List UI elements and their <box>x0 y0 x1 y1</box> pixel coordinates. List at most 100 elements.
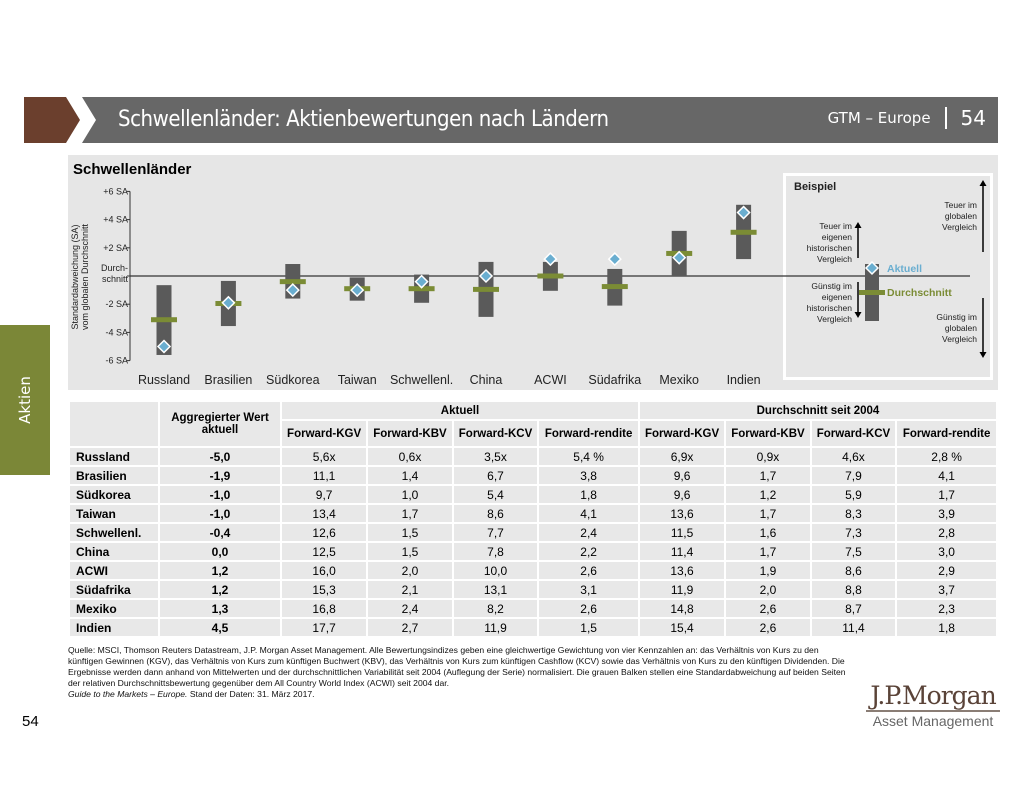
header-chevron <box>24 97 80 143</box>
table-row: Taiwan -1,0 13,4 1,7 8,6 4,1 13,6 1,7 8,3 3,9 <box>68 503 998 524</box>
table-cell: -1,0 <box>158 484 282 505</box>
table-cell: 1,8 <box>895 617 998 638</box>
column-header: Forward-KGV <box>279 419 369 448</box>
x-tick-label: Südkorea <box>266 373 320 387</box>
table-cell: 1,7 <box>724 465 812 486</box>
x-tick-label: Russland <box>138 373 190 387</box>
table-cell: 1,8 <box>537 484 640 505</box>
chart-title: Schwellenländer <box>73 161 192 178</box>
x-tick-label: Brasilien <box>204 373 252 387</box>
x-tick-label: Taiwan <box>338 373 377 387</box>
legend-cheap-global: Günstig im globalen Vergleich <box>936 312 977 344</box>
table-cell: 7,7 <box>451 522 540 543</box>
table-row: Südafrika 1,2 15,3 2,1 13,1 3,1 11,9 2,0 8,8 3,7 <box>68 579 998 600</box>
table-cell: 2,4 <box>537 522 640 543</box>
table-cell: 1,9 <box>724 560 812 581</box>
table-cell: 2,8 <box>895 522 998 543</box>
x-tick-label: ACWI <box>534 373 567 387</box>
table-row: Mexiko 1,3 16,8 2,4 8,2 2,6 14,8 2,6 8,7 2,3 <box>68 598 998 619</box>
table-cell: 2,6 <box>724 598 812 619</box>
y-axis-title: Standardabweichung (SA)vom globalen Durc… <box>70 223 90 330</box>
table-cell: 13,4 <box>279 503 369 524</box>
table-row: Russland -5,0 5,6x 0,6x 3,5x 5,4 % 6,9x 0,9x 4,6… <box>68 446 998 467</box>
table-cell: 4,6x <box>809 446 898 467</box>
row-label: Schwellenl. <box>68 522 160 543</box>
table-cell: 3,7 <box>895 579 998 600</box>
page-title: Schwellenländer: Aktienbewertungen nach … <box>118 107 609 132</box>
table-cell: 2,6 <box>724 617 812 638</box>
table-cell: 7,8 <box>451 541 540 562</box>
column-header: Forward-KBV <box>724 419 812 448</box>
table-cell: 13,1 <box>451 579 540 600</box>
table-row: Südkorea -1,0 9,7 1,0 5,4 1,8 9,6 1,2 5,9 1,7 <box>68 484 998 505</box>
page-number: 54 <box>22 713 39 730</box>
logo-subtitle: Asset Management <box>872 713 994 729</box>
row-label: Indien <box>68 617 160 638</box>
header-aggregate: Aggregierter Wert aktuell <box>158 400 282 448</box>
x-tick-label: Indien <box>727 373 761 387</box>
table-cell: 1,5 <box>537 617 640 638</box>
chart-panel <box>68 155 998 390</box>
current-marker <box>350 283 365 298</box>
table-cell: 5,4 % <box>537 446 640 467</box>
table-cell: 2,0 <box>724 579 812 600</box>
series-label: GTM – Europe <box>827 109 931 127</box>
table-cell: 11,9 <box>637 579 727 600</box>
table-cell: 14,8 <box>637 598 727 619</box>
table-cell: 15,3 <box>279 579 369 600</box>
table-cell: 13,6 <box>637 560 727 581</box>
table-row: Brasilien -1,9 11,1 1,4 6,7 3,8 9,6 1,7 7,9 4,1 <box>68 465 998 486</box>
table-cell: 2,6 <box>537 598 640 619</box>
table-cell: 11,1 <box>279 465 369 486</box>
average-marker <box>601 284 628 290</box>
table-cell: 8,2 <box>451 598 540 619</box>
current-marker <box>672 250 687 265</box>
table-cell: 1,7 <box>366 503 454 524</box>
arrow-down-icon-head <box>979 352 987 358</box>
table-cell: 9,7 <box>279 484 369 505</box>
table-cell: -1,9 <box>158 465 282 486</box>
table-cell: 7,3 <box>809 522 898 543</box>
current-marker <box>221 295 236 310</box>
table-cell: 2,0 <box>366 560 454 581</box>
y-tick-label: Durch-schnitt <box>101 263 129 284</box>
table-cell: 13,6 <box>637 503 727 524</box>
table-cell: 2,3 <box>895 598 998 619</box>
table-cell: 1,3 <box>158 598 282 619</box>
table-cell: 1,5 <box>366 522 454 543</box>
column-header: Forward-KCV <box>809 419 898 448</box>
footnote: Quelle: MSCI, Thomson Reuters Datastream… <box>68 645 848 700</box>
row-label: ACWI <box>68 560 160 581</box>
footnote-date: Stand der Daten: 31. März 2017. <box>187 689 315 699</box>
legend-cheap-historical: Günstig im eigenen historischen Vergleich <box>807 281 853 324</box>
current-marker <box>156 339 172 354</box>
table-cell: 11,5 <box>637 522 727 543</box>
current-marker <box>414 274 429 289</box>
table-cell: 4,1 <box>895 465 998 486</box>
section-tab[interactable]: Aktien <box>0 325 50 475</box>
table-cell: 11,4 <box>809 617 898 638</box>
table-cell: 10,0 <box>451 560 540 581</box>
table-cell: 7,5 <box>809 541 898 562</box>
table-cell: 9,6 <box>637 484 727 505</box>
y-tick-label: +4 SA <box>103 215 128 225</box>
x-tick-label: Mexiko <box>659 373 699 387</box>
average-marker <box>730 229 757 235</box>
table-cell: 0,0 <box>158 541 282 562</box>
table-cell: 8,3 <box>809 503 898 524</box>
y-tick-label: -4 SA <box>105 327 128 337</box>
header-bar <box>82 97 998 143</box>
table-cell: 15,4 <box>637 617 727 638</box>
table-cell: 7,9 <box>809 465 898 486</box>
arrow-up-icon-head <box>979 180 987 186</box>
table-cell: 1,7 <box>724 541 812 562</box>
legend-title: Beispiel <box>794 181 836 193</box>
footnote-guide: Guide to the Markets – Europe. <box>68 689 188 699</box>
table-cell: 8,6 <box>809 560 898 581</box>
header-blank <box>68 400 160 448</box>
legend-average-marker <box>859 290 885 295</box>
legend-expensive-historical: Teuer im eigenen historischen Vergleich <box>807 221 853 264</box>
header-current: Aktuell <box>280 400 640 421</box>
arrow-down-icon-head <box>854 312 862 318</box>
